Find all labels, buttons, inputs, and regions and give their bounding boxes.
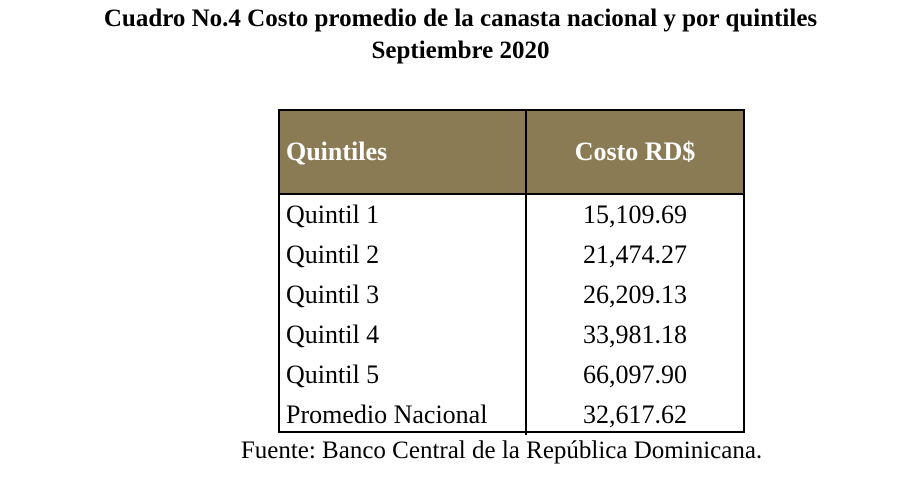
source-note: Fuente: Banco Central de la República Do… [240, 437, 763, 464]
table-row: Quintil 1 15,109.69 [280, 194, 743, 235]
row-label: Quintil 1 [280, 194, 527, 235]
table-row: Quintil 4 33,981.18 [280, 315, 743, 355]
row-value: 26,209.13 [583, 280, 687, 309]
row-value: 21,474.27 [583, 240, 687, 269]
row-value: 33,981.18 [583, 320, 687, 349]
row-label: Quintil 5 [280, 355, 527, 395]
page-subtitle: Septiembre 2020 [371, 37, 550, 64]
row-value: 32,617.62 [583, 400, 687, 429]
table-row: Quintil 5 66,097.90 [280, 355, 743, 395]
row-label: Quintil 3 [280, 275, 527, 315]
table-row: Quintil 3 26,209.13 [280, 275, 743, 315]
row-label: Quintil 4 [280, 315, 527, 355]
row-label: Quintil 2 [280, 235, 527, 275]
header-quintiles: Quintiles [280, 111, 527, 195]
table-header-row: Quintiles Costo RD$ [280, 111, 743, 195]
cost-table: Quintiles Costo RD$ Quintil 1 15,109.69 … [278, 109, 745, 435]
table-row: Quintil 2 21,474.27 [280, 235, 743, 275]
row-value: 66,097.90 [583, 360, 687, 389]
table-row: Promedio Nacional 32,617.62 [280, 395, 743, 435]
page-title: Cuadro No.4 Costo promedio de la canasta… [103, 5, 818, 32]
header-costo: Costo RD$ [526, 111, 743, 195]
cost-table-grid: Quintiles Costo RD$ Quintil 1 15,109.69 … [280, 111, 743, 435]
row-label: Promedio Nacional [280, 395, 527, 435]
row-value: 15,109.69 [583, 200, 687, 229]
